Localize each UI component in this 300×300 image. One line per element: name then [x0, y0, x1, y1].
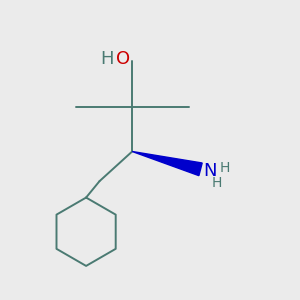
Text: H: H	[220, 161, 230, 175]
Text: H: H	[212, 176, 222, 190]
Text: N: N	[203, 162, 217, 180]
Polygon shape	[132, 152, 202, 176]
Text: O: O	[116, 50, 130, 68]
Text: H: H	[100, 50, 114, 68]
